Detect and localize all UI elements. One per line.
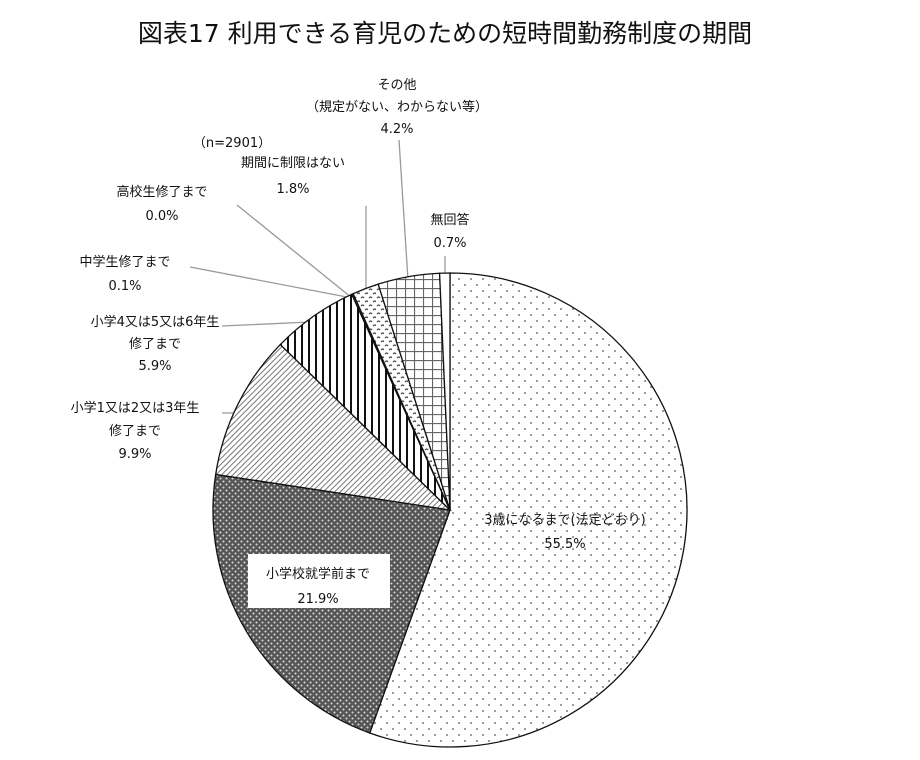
leader-lines xyxy=(189,139,446,414)
slice-label-2: 小学1又は2又は3年生 xyxy=(71,400,200,416)
slice-value-label-7: 4.2% xyxy=(380,122,413,137)
slice-value-label-0: 55.5% xyxy=(544,537,585,552)
slice-label-8: 無回答 xyxy=(430,212,469,228)
slice-label-4: 中学生修了まで xyxy=(79,254,170,270)
slice-label-3: 修了まで xyxy=(129,337,181,352)
chart-title: 図表17 利用できる育児のための短時間勤務制度の期間 xyxy=(138,19,752,48)
slice-label-2: 修了まで xyxy=(109,424,161,439)
pie-slice-2 xyxy=(214,343,452,511)
slice-label-5: 高校生修了まで xyxy=(116,184,207,200)
slice-value-label-8: 0.7% xyxy=(433,236,466,251)
leader-line-3 xyxy=(236,204,353,299)
label-box-preschool xyxy=(248,554,390,608)
sample-size-annotation: （n=2901） xyxy=(193,136,271,151)
slice-value-label-1: 21.9% xyxy=(297,592,338,607)
slice-label-7: その他 xyxy=(377,78,416,93)
slice-label-3: 小学4又は5又は6年生 xyxy=(91,314,220,330)
slice-value-label-4: 0.1% xyxy=(108,279,141,294)
slice-value-label-2: 9.9% xyxy=(118,447,151,462)
slice-label-1: 小学校就学前まで xyxy=(266,566,370,582)
slice-label-0: 3歳になるまで(法定どおり) xyxy=(484,513,645,528)
slice-value-label-5: 0.0% xyxy=(145,209,178,224)
pie-slice-0 xyxy=(368,272,688,748)
slice-label-7: （規定がない、わからない等） xyxy=(306,99,488,115)
slice-value-label-3: 5.9% xyxy=(138,359,171,374)
leader-line-5 xyxy=(221,321,311,327)
slice-label-6: 期間に制限はない xyxy=(241,156,345,171)
leader-line-1 xyxy=(398,139,409,281)
pie-slice-8 xyxy=(438,272,451,511)
leader-line-4 xyxy=(189,266,353,299)
slice-value-label-6: 1.8% xyxy=(276,182,309,197)
